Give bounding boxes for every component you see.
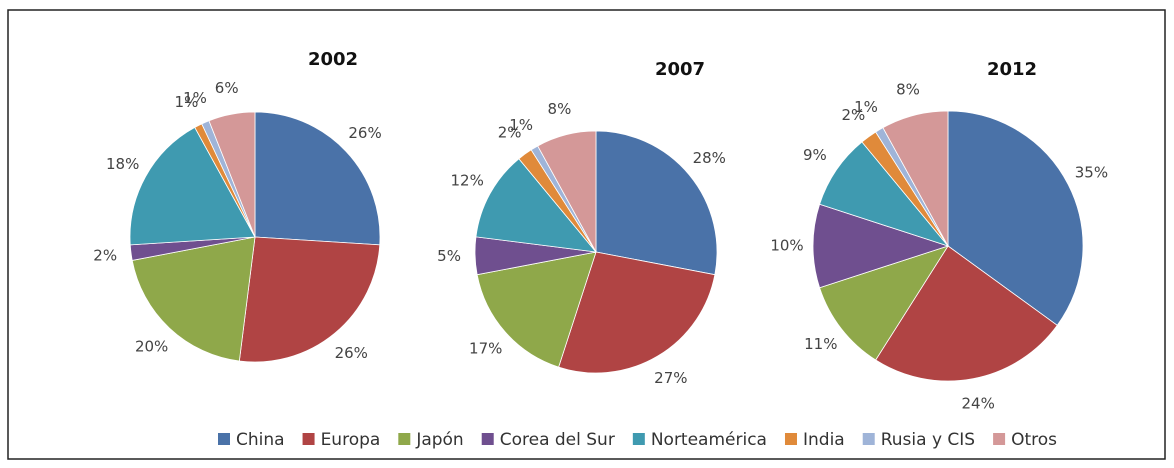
legend-swatch	[218, 433, 230, 445]
legend-label: India	[803, 430, 845, 450]
data-label: 2%	[93, 246, 117, 264]
legend-swatch	[481, 433, 494, 445]
legend-swatch	[784, 433, 797, 445]
pie-title: 2012	[987, 59, 1037, 80]
data-label: 35%	[1075, 163, 1108, 181]
data-label: 1%	[854, 98, 878, 116]
pie-slice	[129, 126, 256, 246]
legend-label: China	[236, 430, 285, 450]
data-label: 2%	[498, 124, 522, 142]
pie-slice	[475, 158, 597, 253]
pie-title: 2007	[655, 59, 705, 80]
legend-label: Rusia y CIS	[881, 430, 975, 450]
data-label: 8%	[548, 100, 572, 118]
pie-title: 2002	[308, 49, 358, 70]
pie-slice	[131, 236, 256, 362]
pie-slice	[254, 111, 381, 246]
pie-slice	[947, 110, 1084, 326]
data-label: 26%	[335, 344, 368, 362]
legend-label: Europa	[321, 430, 381, 450]
legend-label: Otros	[1011, 430, 1057, 450]
data-label: 1%	[509, 116, 533, 134]
legend-swatch	[862, 433, 875, 445]
legend-label: Japón	[415, 430, 463, 450]
pie-slice	[882, 110, 949, 247]
pie-slice	[812, 203, 950, 289]
legend-swatch	[398, 433, 411, 445]
data-label: 12%	[451, 172, 484, 190]
data-label: 26%	[348, 124, 381, 142]
data-label: 20%	[135, 338, 168, 356]
data-label: 5%	[437, 247, 461, 265]
data-label: 24%	[961, 395, 994, 413]
legend-swatch	[993, 433, 1006, 445]
pie-slice	[595, 130, 718, 276]
data-label: 17%	[469, 340, 502, 358]
pie-slice	[476, 251, 597, 368]
data-label: 9%	[803, 146, 827, 164]
pie-slice	[875, 245, 1058, 382]
data-label: 6%	[215, 79, 239, 97]
data-label: 11%	[804, 335, 837, 353]
pie-slice	[819, 245, 949, 361]
pie-slice	[558, 251, 716, 374]
data-label: 2%	[841, 106, 865, 124]
data-label: 27%	[654, 369, 687, 387]
legend-swatch	[302, 433, 315, 445]
pie-slice	[208, 111, 256, 238]
pie-slice	[537, 130, 597, 253]
data-label: 1%	[175, 93, 199, 111]
frame	[7, 9, 1166, 460]
legend-label: Norteamérica	[651, 430, 767, 450]
data-label: 28%	[693, 149, 726, 167]
legend-swatch	[632, 433, 645, 445]
data-label: 8%	[896, 81, 920, 99]
data-label: 18%	[106, 155, 139, 173]
data-label: 10%	[770, 237, 803, 255]
pie-slice	[238, 236, 381, 363]
legend-label: Corea del Sur	[500, 430, 615, 450]
data-label: 1%	[183, 89, 207, 107]
